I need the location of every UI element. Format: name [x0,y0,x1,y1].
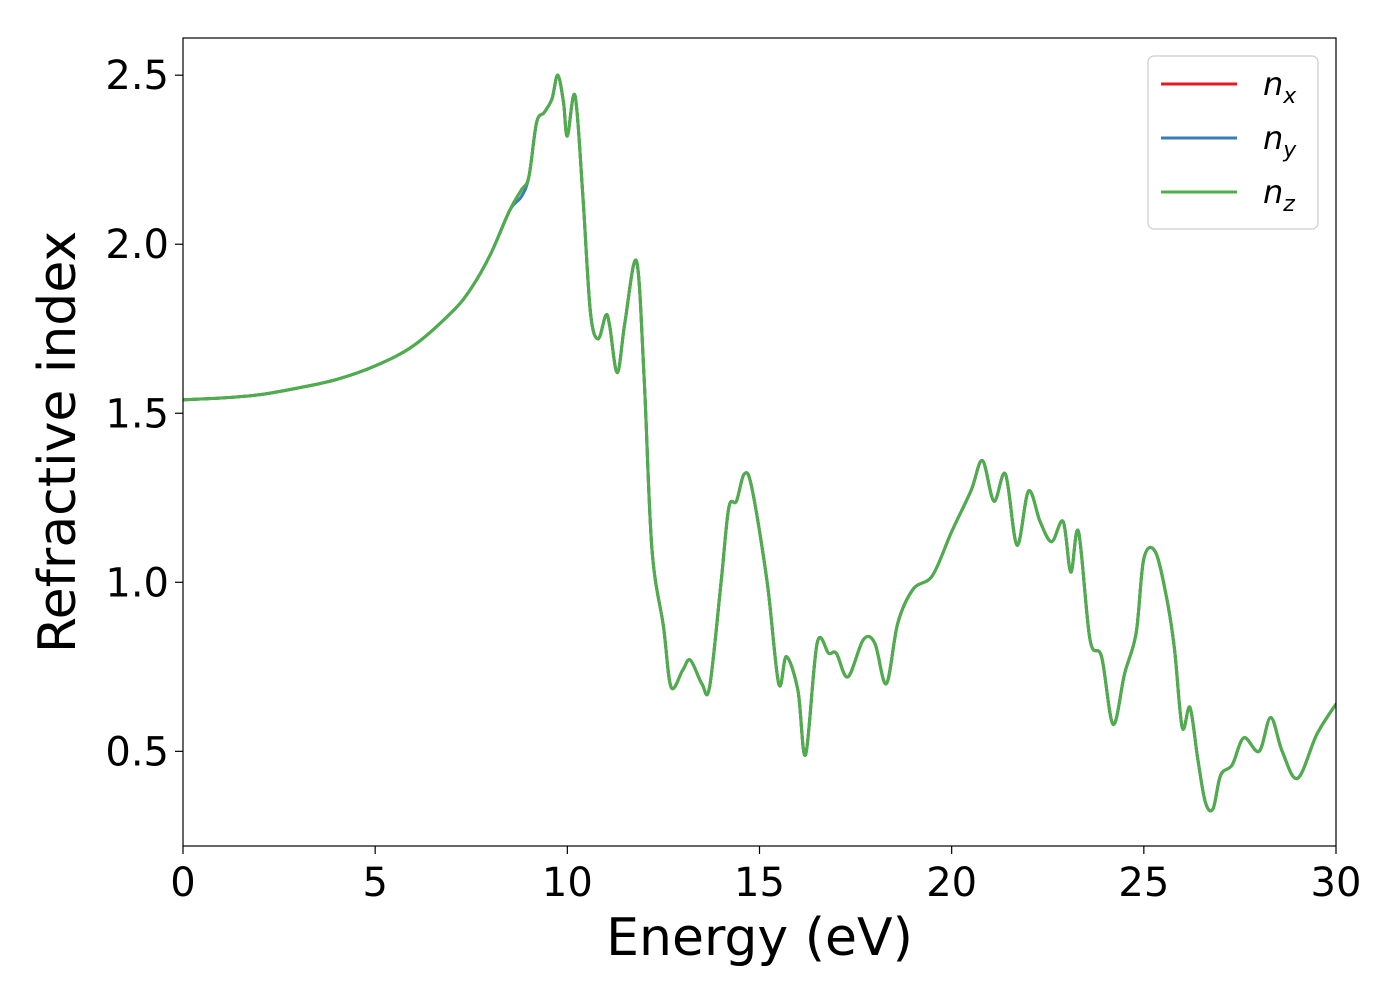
x-axis-label: Energy (eV) [606,908,913,968]
legend-label-symbol: n [1263,173,1283,211]
x-tick-label: 20 [926,860,977,906]
legend-label-ny: ny [1263,119,1297,163]
legend-label-subscript: x [1282,84,1297,109]
series-line-nz [183,73,1336,813]
x-tick-label: 10 [542,860,593,906]
x-tick-label: 15 [734,860,785,906]
legend-label-symbol: n [1263,65,1283,103]
y-tick-label: 1.5 [105,391,169,437]
x-tick-label: 30 [1311,860,1362,906]
x-tick-label: 25 [1118,860,1169,906]
axes-frame [182,37,1337,847]
y-tick-label: 2.5 [105,53,169,99]
legend-label-subscript: y [1282,138,1297,163]
y-axis-label: Refractive index [28,231,88,653]
legend-box [1147,55,1319,230]
x-tick-label: 5 [362,860,387,906]
x-axis-ticks: 0 5 10 15 20 25 30 [170,846,1361,906]
y-axis-ticks: 0.5 1.0 1.5 2.0 2.5 [105,53,183,775]
y-tick-label: 0.5 [105,729,169,775]
legend-label-symbol: n [1263,119,1283,157]
x-tick-label: 0 [170,860,195,906]
y-tick-label: 1.0 [105,560,169,606]
legend-label-nz: nz [1263,173,1295,217]
plot-area [183,73,1336,813]
legend-label-subscript: z [1282,192,1295,217]
legend-label-nx: nx [1263,65,1297,109]
y-tick-label: 2.0 [105,222,169,268]
